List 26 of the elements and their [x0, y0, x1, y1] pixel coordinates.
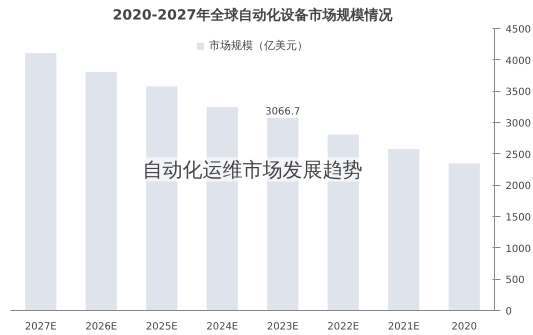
x-tick-label: 2020: [452, 322, 477, 332]
x-tick-label: 2026E: [85, 322, 118, 332]
bar: [388, 148, 420, 310]
y-tick-label: 500: [506, 275, 525, 286]
x-tick-label: 2025E: [146, 322, 178, 332]
x-tick-label: 2021E: [388, 322, 420, 332]
y-tick-label: 1000: [506, 244, 531, 255]
y-tick-label: 0: [506, 306, 512, 318]
bar: [86, 72, 117, 310]
y-tick-label: 4000: [506, 56, 531, 67]
bar: [25, 53, 56, 310]
y-tick-label: 2500: [506, 150, 531, 161]
y-tick-label: 3000: [506, 118, 531, 130]
legend-label: 市场规模（亿美元）: [209, 38, 308, 53]
bar: [448, 163, 480, 310]
x-tick-label: 2022E: [327, 322, 360, 332]
y-tick-label: 4500: [506, 24, 531, 36]
data-label: 3066.7: [265, 106, 300, 118]
y-tick-label: 1500: [506, 212, 531, 224]
annotation: 自动化运维市场发展趋势: [142, 158, 362, 182]
chart-title: 2020-2027年全球自动化设备市场规模情况: [112, 6, 394, 24]
x-tick-label: 2023E: [266, 322, 299, 332]
y-tick-label: 2000: [506, 181, 531, 192]
x-tick-label: 2027E: [24, 322, 57, 332]
x-tick-label: 2024E: [206, 322, 238, 332]
y-tick-label: 3500: [506, 87, 531, 98]
